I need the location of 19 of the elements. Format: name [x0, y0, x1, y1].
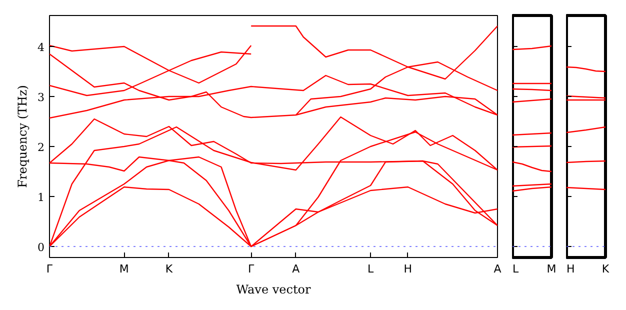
x-tick-label: A: [494, 262, 502, 276]
x-tick-label: L: [512, 262, 520, 276]
x-axis-title: Wave vector: [236, 282, 312, 296]
y-tick-label: 1: [38, 191, 44, 204]
x-tick-label: M: [119, 262, 129, 276]
x-tick-label: K: [602, 262, 610, 276]
x-tick-label: H: [404, 262, 412, 276]
x-tick-label: Γ: [248, 262, 256, 276]
y-tick-label: 4: [38, 41, 44, 54]
x-tick-label: H: [566, 262, 575, 276]
y-axis-title: Frequency (THz): [16, 85, 30, 188]
x-tick-label: Γ: [46, 262, 54, 276]
y-tick-label: 2: [38, 141, 44, 154]
x-tick-label: K: [165, 262, 174, 276]
x-tick-label: A: [292, 262, 300, 276]
x-tick-label: M: [546, 262, 556, 276]
y-tick-label: 3: [38, 91, 44, 104]
x-tick-label: L: [368, 262, 374, 276]
y-tick-label: 0: [38, 241, 44, 254]
